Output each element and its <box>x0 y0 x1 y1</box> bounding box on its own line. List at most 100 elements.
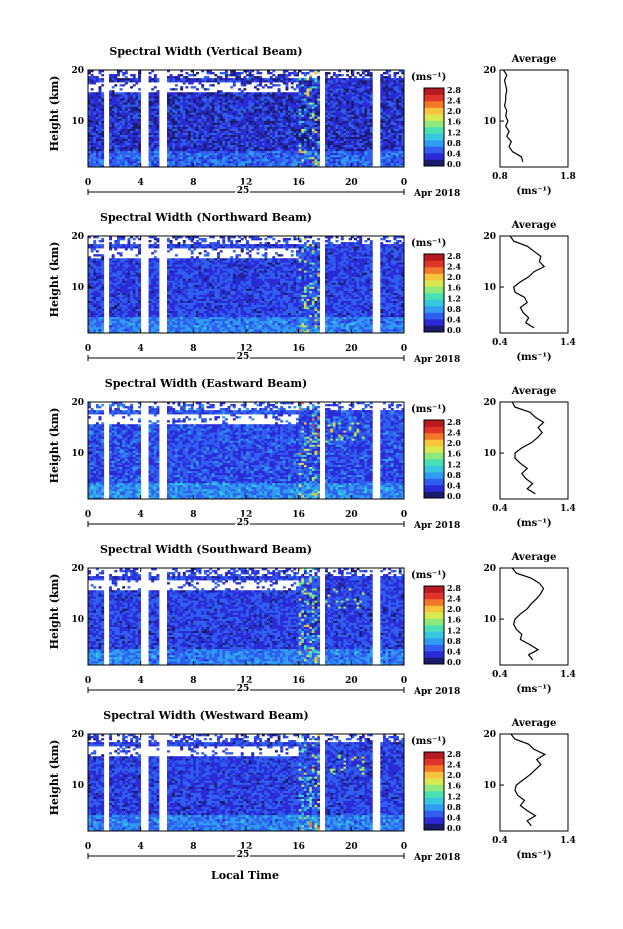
heatmap-cell <box>238 141 241 143</box>
heatmap-cell <box>109 321 112 323</box>
heatmap-cell <box>304 88 307 90</box>
heatmap-cell <box>333 151 336 153</box>
heatmap-cell <box>167 123 170 125</box>
heatmap-cell <box>175 108 178 110</box>
heatmap-cell <box>251 133 254 135</box>
heatmap-cell <box>130 106 133 108</box>
heatmap-cell <box>133 84 136 86</box>
heatmap-cell <box>170 155 173 157</box>
heatmap-cell <box>307 139 310 141</box>
heatmap-cell <box>359 137 362 139</box>
heatmap-cell <box>241 94 244 96</box>
heatmap-cell <box>185 145 188 147</box>
heatmap-cell <box>270 155 273 157</box>
heatmap-cell <box>101 108 104 110</box>
heatmap-cell <box>314 100 317 102</box>
heatmap-cell <box>359 82 362 84</box>
heatmap-cell <box>135 96 138 98</box>
heatmap-cell <box>120 121 123 123</box>
heatmap-cell <box>114 94 117 96</box>
heatmap-cell <box>133 125 136 127</box>
heatmap-cell <box>120 159 123 161</box>
heatmap-cell <box>167 129 170 131</box>
heatmap-cell <box>393 155 396 157</box>
heatmap-cell <box>214 121 217 123</box>
heatmap-cell <box>283 82 286 84</box>
heatmap-cell <box>235 133 238 135</box>
heatmap-cell <box>359 127 362 129</box>
heatmap-cell <box>301 90 304 92</box>
heatmap-cell <box>220 123 223 125</box>
heatmap-cell <box>220 147 223 149</box>
heatmap-cell <box>283 127 286 129</box>
heatmap-cell <box>312 123 315 125</box>
heatmap-cell <box>309 110 312 112</box>
heatmap-cell <box>207 96 210 98</box>
heatmap-cell <box>349 114 352 116</box>
heatmap-cell <box>357 163 360 165</box>
heatmap-cell <box>333 114 336 116</box>
heatmap-cell <box>125 141 128 143</box>
heatmap-cell <box>191 161 194 163</box>
heatmap-cell <box>354 112 357 114</box>
heatmap-cell <box>120 141 123 143</box>
heatmap-cell <box>286 135 289 137</box>
heatmap-cell <box>257 135 260 137</box>
heatmap-cell <box>212 108 215 110</box>
heatmap-cell <box>93 82 96 84</box>
heatmap-cell <box>93 315 96 317</box>
heatmap-cell <box>149 161 152 163</box>
heatmap-cell <box>391 108 394 110</box>
heatmap-cell <box>109 307 112 309</box>
heatmap-cell <box>365 155 368 157</box>
heatmap-cell <box>93 159 96 161</box>
heatmap-cell <box>222 100 225 102</box>
heatmap-cell <box>114 110 117 112</box>
heatmap-cell <box>328 149 331 151</box>
heatmap-cell <box>341 112 344 114</box>
heatmap-cell <box>235 161 238 163</box>
heatmap-cell <box>193 139 196 141</box>
heatmap-cell <box>380 141 383 143</box>
heatmap-cell <box>336 88 339 90</box>
colorbar-swatch <box>424 140 444 147</box>
heatmap-cell <box>199 102 202 104</box>
heatmap-cell <box>349 106 352 108</box>
heatmap-cell <box>235 125 238 127</box>
heatmap-cell <box>365 92 368 94</box>
heatmap-cell <box>130 145 133 147</box>
heatmap-cell <box>314 110 317 112</box>
heatmap-cell <box>199 163 202 165</box>
heatmap-cell <box>299 92 302 94</box>
heatmap-cell <box>288 114 291 116</box>
heatmap-cell <box>270 110 273 112</box>
heatmap-cell <box>286 104 289 106</box>
heatmap-cell <box>288 112 291 114</box>
heatmap-cell <box>286 108 289 110</box>
heatmap-cell <box>317 127 320 129</box>
heatmap-cell <box>341 88 344 90</box>
heatmap-cell <box>93 323 96 325</box>
heatmap-cell <box>391 149 394 151</box>
heatmap-cell <box>109 293 112 295</box>
heatmap-cell <box>156 157 159 159</box>
heatmap-cell <box>362 104 365 106</box>
heatmap-cell <box>314 92 317 94</box>
heatmap-cell <box>207 131 210 133</box>
heatmap-cell <box>99 254 102 256</box>
heatmap-cell <box>212 151 215 153</box>
heatmap-cell <box>383 102 386 104</box>
heatmap-cell <box>309 139 312 141</box>
heatmap-cell <box>170 141 173 143</box>
heatmap-cell <box>91 307 94 309</box>
heatmap-cell <box>149 137 152 139</box>
heatmap-cell <box>201 80 204 82</box>
heatmap-cell <box>272 155 275 157</box>
heatmap-cell <box>93 325 96 327</box>
heatmap-cell <box>191 121 194 123</box>
heatmap-cell <box>138 112 141 114</box>
heatmap-cell <box>365 131 368 133</box>
heatmap-cell <box>138 153 141 155</box>
heatmap-cell <box>291 127 294 129</box>
heatmap-cell <box>280 114 283 116</box>
